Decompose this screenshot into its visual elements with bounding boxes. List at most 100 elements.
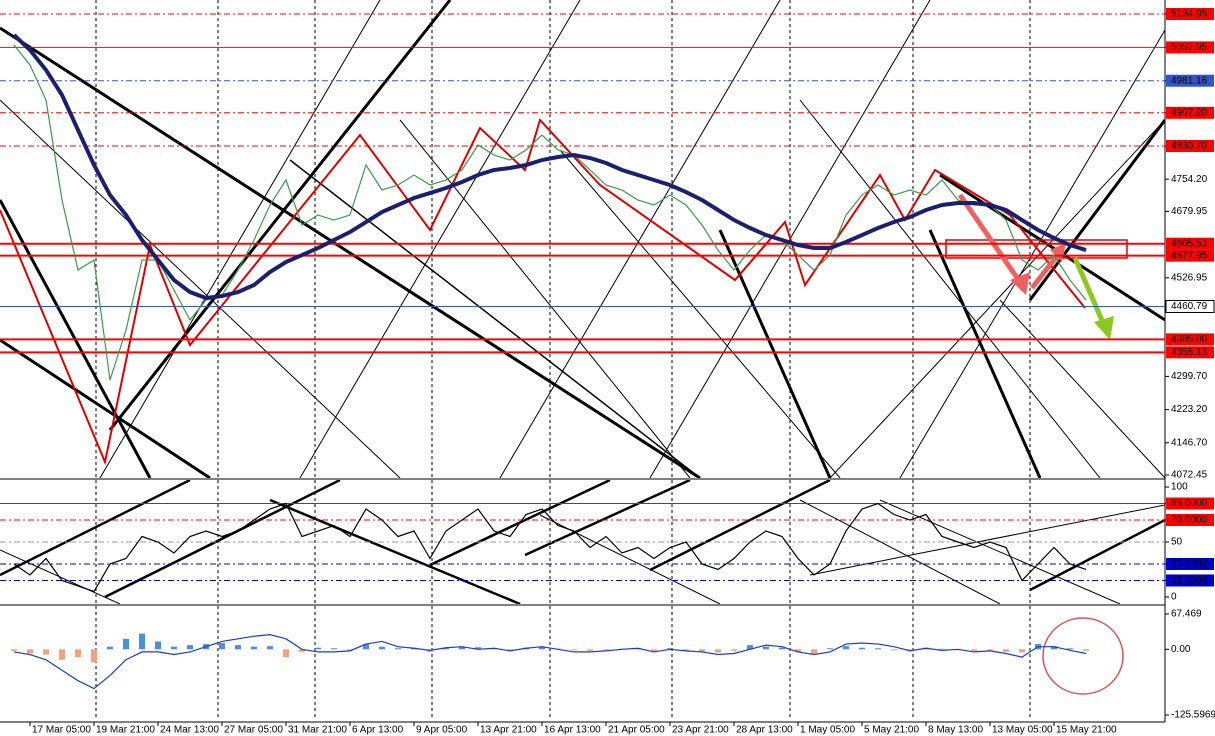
x-tick-label: 15 May 21:00 [1056,725,1117,736]
level-label: 4605.52 [1171,238,1208,249]
y-tick-label: 4299.70 [1171,371,1208,382]
histogram-bar [1019,649,1025,653]
y-tick-label: 4830.70 [1171,141,1208,152]
series-line [13,502,1087,593]
level-label: 4577.95 [1171,250,1208,261]
x-tick-label: 16 Apr 13:00 [544,725,601,736]
histogram-bar [283,649,289,658]
histogram-bar [987,649,993,651]
histogram-bar [331,648,337,650]
series-line [12,33,1087,301]
histogram-bar [11,649,17,651]
histogram-bar [235,645,241,650]
histogram-bar [171,646,177,650]
histogram-bar [251,646,257,650]
histogram-bar [827,648,833,650]
histogram-bar [187,645,193,650]
y-tick-label: 5134.95 [1171,9,1208,20]
y-tick-label: 4223.20 [1171,404,1208,415]
histogram-bar [683,649,689,651]
y-tick-label: 0.00 [1171,644,1191,655]
series-line [13,634,1087,690]
x-tick-label: 21 Apr 05:00 [608,725,665,736]
histogram-bar [731,649,737,651]
y-tick-label: 50 [1171,537,1183,548]
highlight-circle [1042,617,1124,695]
histogram-bar [27,649,33,654]
histogram-bar [811,649,817,654]
y-tick-label: 4679.95 [1171,206,1208,217]
level-label: 4385.00 [1171,334,1208,345]
histogram-bar [459,646,465,650]
histogram-bar [299,649,305,652]
tick-label-box [1166,514,1214,527]
histogram-bar [587,649,593,651]
level-label-box [1166,249,1214,262]
tick-label-box [1166,74,1214,87]
x-tick-label: 31 Mar 21:00 [288,725,347,736]
tick-label-box [1166,41,1214,54]
x-tick-label: 23 Apr 21:00 [672,725,729,736]
y-tick-label: 5057.95 [1171,42,1208,53]
histogram-bar [107,646,113,650]
histogram-bar [795,649,801,653]
histogram-bar [443,648,449,650]
frame [0,0,1166,723]
histogram-bar [155,641,161,650]
x-tick-label: 28 Apr 13:00 [736,725,793,736]
annotations [0,118,1128,466]
histogram-bar [539,646,545,650]
series-line [13,44,1087,381]
y-tick-label: 4526.95 [1171,272,1208,283]
histogram-bar [507,649,513,651]
tick-label-box [1166,106,1214,119]
histogram-bar [747,645,753,650]
level-label: 4355.13 [1171,347,1208,358]
level-label-box [1166,346,1214,359]
histogram-bar [347,649,353,651]
tick-label-box [1166,574,1214,587]
histogram-bar [363,644,369,650]
histogram-bar [715,649,721,653]
tick-label-box [1166,139,1214,152]
histogram-bar [779,647,785,650]
histogram-bar [603,649,609,651]
level-label: 4460.79 [1171,301,1208,312]
y-tick-label: 70.0000 [1171,515,1208,526]
separators [95,0,1031,720]
histogram-bar [907,649,913,651]
y-tick-label: -125.5969 [1171,710,1215,721]
histogram-bar [875,648,881,650]
histogram-bar [75,649,81,658]
x-tick-label: 13 Apr 21:00 [480,725,537,736]
y-tick-label: 4754.20 [1171,174,1208,185]
histogram-bar [1003,649,1009,652]
y-tick-label: 15.0000 [1171,575,1208,586]
x-tick-label: 17 Mar 05:00 [32,725,91,736]
y-tick-label: 0 [1171,592,1177,603]
y-tick-label: 4146.70 [1171,437,1208,448]
y-tick-label: 100 [1171,482,1188,493]
histogram-bar [475,647,481,650]
histogram-bar [395,648,401,650]
y-tick-label: 67.469 [1171,609,1202,620]
x-tick-label: 5 May 21:00 [864,725,919,736]
histogram-bar [59,649,65,660]
y-tick-label: 4072.45 [1171,470,1208,481]
histogram-bar [267,646,273,650]
histogram-bar [139,633,145,650]
histogram-bar [763,646,769,650]
level-label-box [1165,299,1215,313]
histogram-bar [699,649,705,652]
level-label-box [1166,237,1214,250]
histogram-bar [843,646,849,650]
histogram-bar [971,649,977,651]
histogram-bar [219,643,225,650]
x-tick-label: 13 May 05:00 [992,725,1053,736]
histogram-bar [43,649,49,655]
histogram-bar [1051,646,1057,650]
tick-label-box [1166,497,1214,510]
histogram-bar [571,649,577,651]
x-tick-label: 1 May 05:00 [800,725,855,736]
